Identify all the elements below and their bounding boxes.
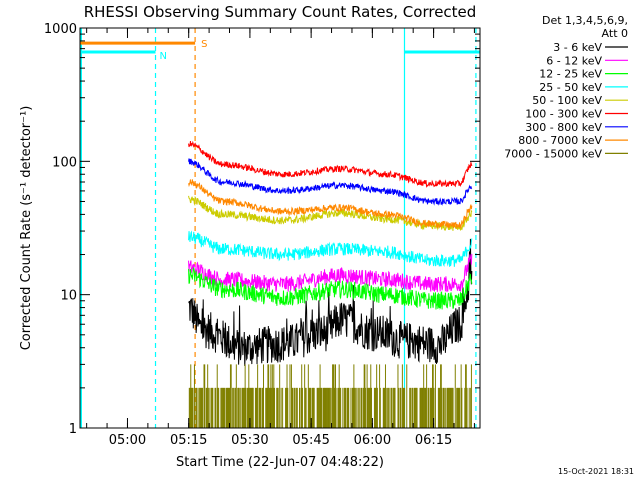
series-band-8	[188, 364, 472, 428]
series-line-7	[188, 179, 473, 229]
x-tick-label: 06:00	[354, 433, 391, 448]
legend-entry-label: 100 - 300 keV	[525, 108, 602, 121]
legend-entry-label: 800 - 7000 keV	[518, 134, 602, 147]
series-line-2	[188, 266, 473, 310]
series-line-3	[188, 230, 473, 267]
footer-date: 15-Oct-2021 18:31	[558, 467, 634, 476]
legend-entry-label: 7000 - 15000 keV	[504, 147, 602, 160]
series-line-1	[188, 253, 473, 292]
legend-entry-label: 3 - 6 keV	[553, 41, 602, 54]
legend-entry-label: 6 - 12 keV	[546, 54, 602, 67]
legend-header-line: Att 0	[602, 27, 628, 40]
legend-entry-label: 50 - 100 keV	[532, 94, 602, 107]
flag-label-night: N	[160, 51, 167, 62]
legend-entry-label: 300 - 800 keV	[525, 121, 602, 134]
x-tick-label: 05:15	[170, 433, 207, 448]
legend-entry-label: 12 - 25 keV	[539, 68, 602, 81]
plot-frame	[79, 27, 481, 429]
chart-title: RHESSI Observing Summary Count Rates, Co…	[84, 3, 477, 21]
series-line-5	[188, 140, 473, 189]
series-line-6	[188, 158, 473, 206]
y-tick-label: 100	[52, 155, 77, 170]
axes: 1 10 100 1000 05:00 05:15 05:30 05:45 06:00 06:15	[44, 22, 480, 448]
y-tick-label: 1	[69, 422, 77, 437]
x-tick-label: 05:00	[109, 433, 146, 448]
x-tick-label: 05:45	[292, 433, 329, 448]
series-line-4	[188, 195, 473, 231]
flag-label-saa: S	[201, 39, 207, 50]
x-tick-label: 05:30	[231, 433, 268, 448]
x-tick-label: 06:15	[415, 433, 452, 448]
x-axis-label: Start Time (22-Jun-07 04:48:22)	[176, 455, 384, 470]
y-tick-label: 1000	[44, 22, 77, 37]
y-axis-label: Corrected Count Rate (s⁻¹ detector⁻¹)	[19, 106, 34, 351]
legend-header-line: Det 1,3,4,5,6,9,	[542, 14, 628, 27]
legend-entry-label: 25 - 50 keV	[539, 81, 602, 94]
series-line-0	[188, 238, 473, 366]
plot-content: NS	[80, 28, 480, 428]
y-tick-label: 10	[60, 289, 77, 304]
